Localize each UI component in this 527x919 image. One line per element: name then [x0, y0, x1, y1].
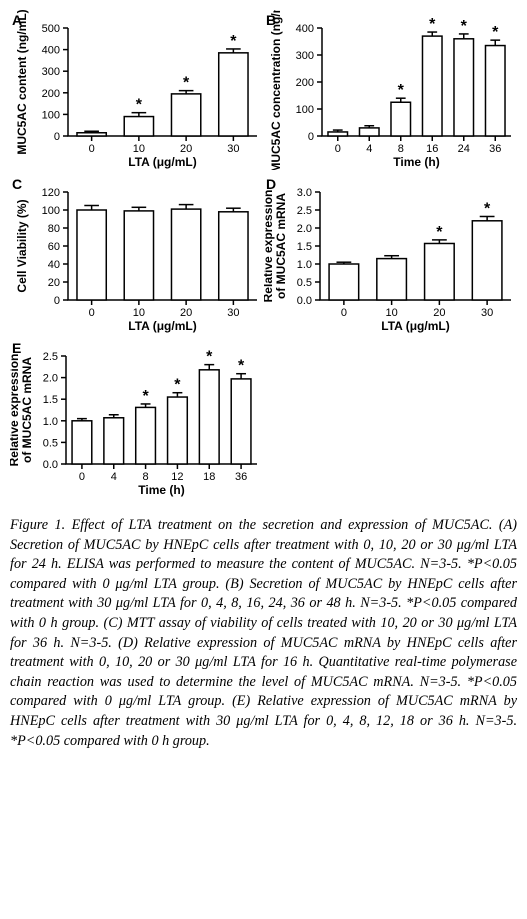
svg-text:40: 40 [48, 259, 60, 271]
svg-text:400: 400 [296, 23, 314, 35]
svg-text:LTA (μg/mL): LTA (μg/mL) [381, 319, 449, 333]
svg-text:100: 100 [42, 205, 60, 217]
svg-text:16: 16 [426, 143, 438, 155]
svg-text:18: 18 [203, 471, 215, 483]
svg-text:10: 10 [386, 307, 398, 319]
svg-text:*: * [174, 377, 181, 394]
svg-text:*: * [461, 18, 468, 35]
panel-c-chart: 0 20 40 60 80 100 120 0 10 20 30 LTA (μg/mL) Cell Vi… [10, 174, 263, 334]
svg-text:10: 10 [133, 307, 145, 319]
svg-text:400: 400 [42, 45, 60, 57]
svg-text:120: 120 [42, 187, 60, 199]
svg-text:0: 0 [79, 471, 85, 483]
svg-text:*: * [230, 33, 237, 50]
svg-text:MUC5AC concentration (ng/mL): MUC5AC concentration (ng/mL) [269, 10, 283, 170]
svg-text:36: 36 [235, 471, 247, 483]
svg-text:60: 60 [48, 241, 60, 253]
panel-a: A 0 100 200 300 400 500 0 10 * 20 * 30 * LTA (μg/mL) M… [10, 10, 263, 170]
svg-text:4: 4 [111, 471, 117, 483]
svg-text:*: * [436, 224, 443, 241]
svg-text:*: * [142, 388, 149, 405]
panel-a-chart: 0 100 200 300 400 500 0 10 * 20 * 30 * LTA (μg/mL) MUC… [10, 10, 263, 170]
panel-d-chart: 0.0 0.5 1.0 1.5 2.0 2.5 3.0 0 10 20 * 30 * LTA (μg/mL… [264, 174, 517, 334]
svg-text:20: 20 [433, 307, 445, 319]
svg-text:200: 200 [296, 77, 314, 89]
svg-text:100: 100 [42, 109, 60, 121]
svg-text:200: 200 [42, 88, 60, 100]
svg-text:0: 0 [54, 131, 60, 143]
svg-text:10: 10 [133, 143, 145, 155]
svg-text:MUC5AC content (ng/mL): MUC5AC content (ng/mL) [15, 10, 29, 155]
svg-text:*: * [206, 349, 213, 366]
svg-text:100: 100 [296, 104, 314, 116]
svg-text:0.5: 0.5 [43, 437, 58, 449]
svg-text:Cell Viability (%): Cell Viability (%) [15, 199, 29, 292]
svg-text:2.0: 2.0 [43, 373, 58, 385]
svg-text:1.5: 1.5 [43, 394, 58, 406]
svg-text:*: * [136, 97, 143, 114]
panel-e-chart: 0.0 0.5 1.0 1.5 2.0 2.5 0 4 8 * 12 * 18 * 36 * Time (h) R… [10, 338, 263, 498]
svg-text:Time (h): Time (h) [138, 483, 184, 497]
svg-text:LTA (μg/mL): LTA (μg/mL) [128, 319, 196, 333]
caption-fignum: Figure 1. [10, 517, 65, 533]
svg-text:300: 300 [296, 50, 314, 62]
svg-text:0: 0 [341, 307, 347, 319]
svg-text:4: 4 [366, 143, 372, 155]
svg-text:300: 300 [42, 66, 60, 78]
svg-text:0: 0 [54, 295, 60, 307]
svg-text:20: 20 [180, 143, 192, 155]
figure-caption: Figure 1. Effect of LTA treatment on the… [10, 516, 517, 751]
svg-text:0: 0 [308, 131, 314, 143]
panel-c-label: C [12, 176, 22, 192]
svg-text:Relative expressionof MUC5AC m: Relative expressionof MUC5AC mRNA [264, 190, 288, 303]
caption-text: Effect of LTA treatment on the secretion… [10, 517, 517, 749]
svg-text:36: 36 [489, 143, 501, 155]
svg-text:*: * [238, 358, 245, 375]
svg-text:8: 8 [398, 143, 404, 155]
panel-b-chart: 0 100 200 300 400 0 4 8 * 16 * 24 * 36 * Time (h) MUC5AC… [264, 10, 517, 170]
svg-text:80: 80 [48, 223, 60, 235]
empty-cell [264, 338, 517, 498]
svg-text:30: 30 [227, 307, 239, 319]
svg-text:*: * [183, 75, 190, 92]
svg-text:500: 500 [42, 23, 60, 35]
svg-text:24: 24 [458, 143, 470, 155]
svg-text:12: 12 [171, 471, 183, 483]
panel-d: D 0.0 0.5 1.0 1.5 2.0 2.5 3.0 0 10 20 * 30 * LTA (μg/… [264, 174, 517, 334]
svg-text:1.0: 1.0 [297, 259, 312, 271]
svg-text:0: 0 [89, 143, 95, 155]
svg-text:30: 30 [227, 143, 239, 155]
panel-b: B 0 100 200 300 400 0 4 8 * 16 * 24 * 36 * Time (h) MUC5… [264, 10, 517, 170]
svg-text:0.0: 0.0 [297, 295, 312, 307]
svg-text:0: 0 [335, 143, 341, 155]
svg-text:8: 8 [143, 471, 149, 483]
svg-text:0: 0 [89, 307, 95, 319]
svg-text:2.5: 2.5 [297, 205, 312, 217]
svg-text:20: 20 [180, 307, 192, 319]
svg-text:1.5: 1.5 [297, 241, 312, 253]
svg-text:2.5: 2.5 [43, 351, 58, 363]
svg-text:LTA (μg/mL): LTA (μg/mL) [128, 155, 196, 169]
svg-text:0.0: 0.0 [43, 459, 58, 471]
panel-e: E 0.0 0.5 1.0 1.5 2.0 2.5 0 4 8 * 12 * 18 * 36 * Time (h… [10, 338, 263, 498]
svg-text:Relative expressionof MUC5AC m: Relative expressionof MUC5AC mRNA [10, 354, 34, 467]
svg-text:0.5: 0.5 [297, 277, 312, 289]
panel-c: C 0 20 40 60 80 100 120 0 10 20 30 LTA (μg/mL) Cell … [10, 174, 263, 334]
svg-text:20: 20 [48, 277, 60, 289]
svg-text:30: 30 [481, 307, 493, 319]
svg-text:2.0: 2.0 [297, 223, 312, 235]
svg-text:*: * [398, 82, 405, 99]
svg-text:3.0: 3.0 [297, 187, 312, 199]
panel-b-label: B [266, 12, 276, 28]
panel-d-label: D [266, 176, 276, 192]
svg-text:*: * [484, 200, 491, 217]
svg-text:*: * [429, 16, 436, 33]
svg-text:1.0: 1.0 [43, 416, 58, 428]
figure-1: A 0100200300400500010*20*30*LTA (μg/mL)M… [10, 10, 517, 751]
svg-text:*: * [492, 24, 499, 41]
svg-text:Time (h): Time (h) [393, 155, 439, 169]
panels-grid: A 0100200300400500010*20*30*LTA (μg/mL)M… [10, 10, 517, 498]
panel-a-label: A [12, 12, 22, 28]
panel-e-label: E [12, 340, 21, 356]
